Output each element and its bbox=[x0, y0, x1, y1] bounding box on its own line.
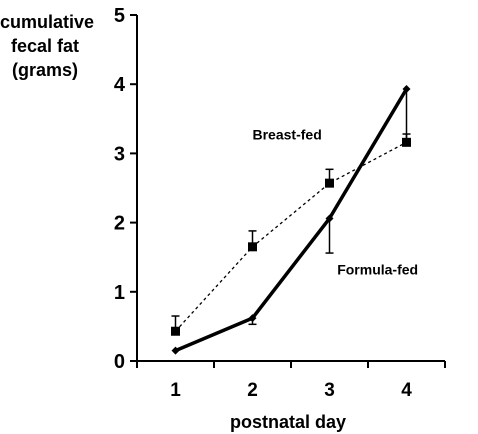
series-line bbox=[174, 88, 409, 353]
data-point-diamond bbox=[325, 214, 334, 223]
y-axis-label-line-1: cumulative bbox=[0, 12, 95, 32]
data-point-square bbox=[248, 242, 257, 252]
annotation-formula-fed: Formula-fed bbox=[337, 262, 418, 278]
data-point-diamond bbox=[248, 314, 257, 323]
x-tick-label: 2 bbox=[247, 380, 258, 401]
y-tick-label: 4 bbox=[114, 74, 126, 96]
y-tick-label: 2 bbox=[114, 213, 125, 235]
data-point-square bbox=[325, 178, 334, 188]
series-formula-fed bbox=[171, 85, 411, 355]
y-axis-label-line-3: (grams) bbox=[11, 60, 78, 80]
y-axis-label-line-2: fecal fat bbox=[10, 36, 80, 56]
y-tick-label: 5 bbox=[114, 5, 125, 27]
x-tick-label: 3 bbox=[324, 380, 335, 401]
series-line bbox=[175, 141, 407, 332]
y-axis-label: cumulative fecal fat (grams) bbox=[0, 10, 95, 82]
x-tick-label: 1 bbox=[170, 380, 181, 401]
y-tick-label: 3 bbox=[114, 143, 125, 165]
x-tick-label: 4 bbox=[401, 380, 412, 401]
y-tick-label: 0 bbox=[114, 351, 125, 373]
data-point-diamond bbox=[171, 346, 180, 355]
data-point-square bbox=[171, 326, 180, 336]
y-tick-label: 1 bbox=[114, 282, 125, 304]
annotation-breast-fed: Breast-fed bbox=[253, 127, 322, 143]
series-breast-fed bbox=[171, 133, 411, 336]
data-point-diamond bbox=[402, 85, 411, 94]
x-axis-label: postnatal day bbox=[230, 412, 346, 432]
